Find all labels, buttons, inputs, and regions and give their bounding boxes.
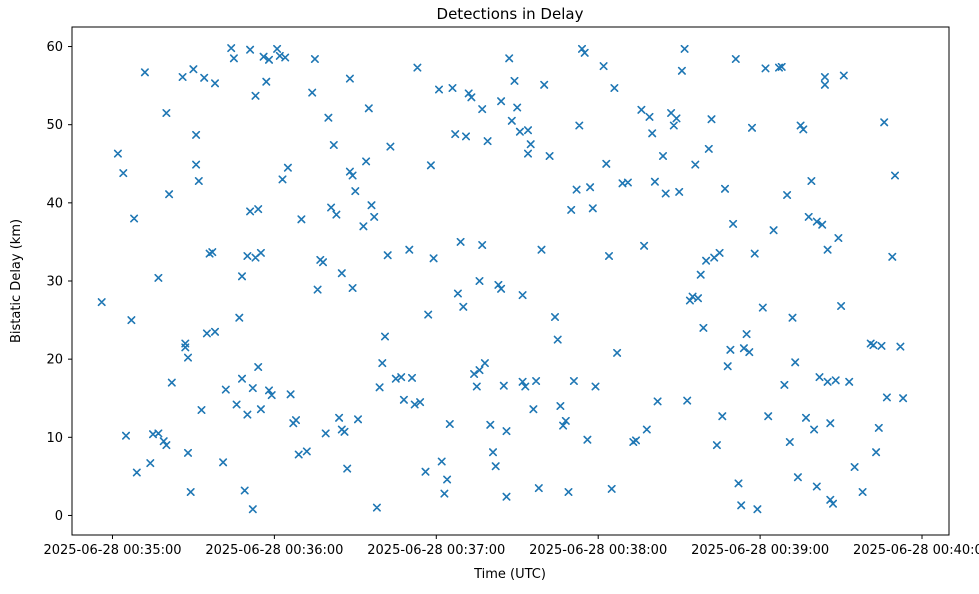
y-tick-label: 20 — [46, 353, 63, 368]
y-tick-label: 30 — [46, 275, 63, 290]
x-tick-label: 2025-06-28 00:35:00 — [43, 543, 181, 558]
y-tick-label: 60 — [46, 40, 63, 55]
y-tick-label: 50 — [46, 118, 63, 133]
y-tick-label: 10 — [46, 431, 63, 446]
scatter-points-group — [97, 44, 908, 514]
x-tick-label: 2025-06-28 00:36:00 — [205, 543, 343, 558]
x-axis-label: Time (UTC) — [473, 567, 546, 582]
y-axis-label: Bistatic Delay (km) — [9, 219, 24, 343]
axis-ticks: 2025-06-28 00:35:00 2025-06-28 00:36:00 20… — [43, 40, 979, 558]
plot-background — [72, 27, 949, 535]
y-tick-label: 40 — [46, 196, 63, 211]
x-tick-label: 2025-06-28 00:38:00 — [529, 543, 667, 558]
scatter-points — [97, 44, 908, 514]
y-tick-label: 0 — [55, 509, 63, 524]
x-tick-label: 2025-06-28 00:37:00 — [367, 543, 505, 558]
axes-spines — [71, 26, 950, 536]
x-tick-label: 2025-06-28 00:40:00 — [853, 543, 979, 558]
x-tick-label: 2025-06-28 00:39:00 — [691, 543, 829, 558]
chart-title: Detections in Delay — [437, 5, 584, 23]
